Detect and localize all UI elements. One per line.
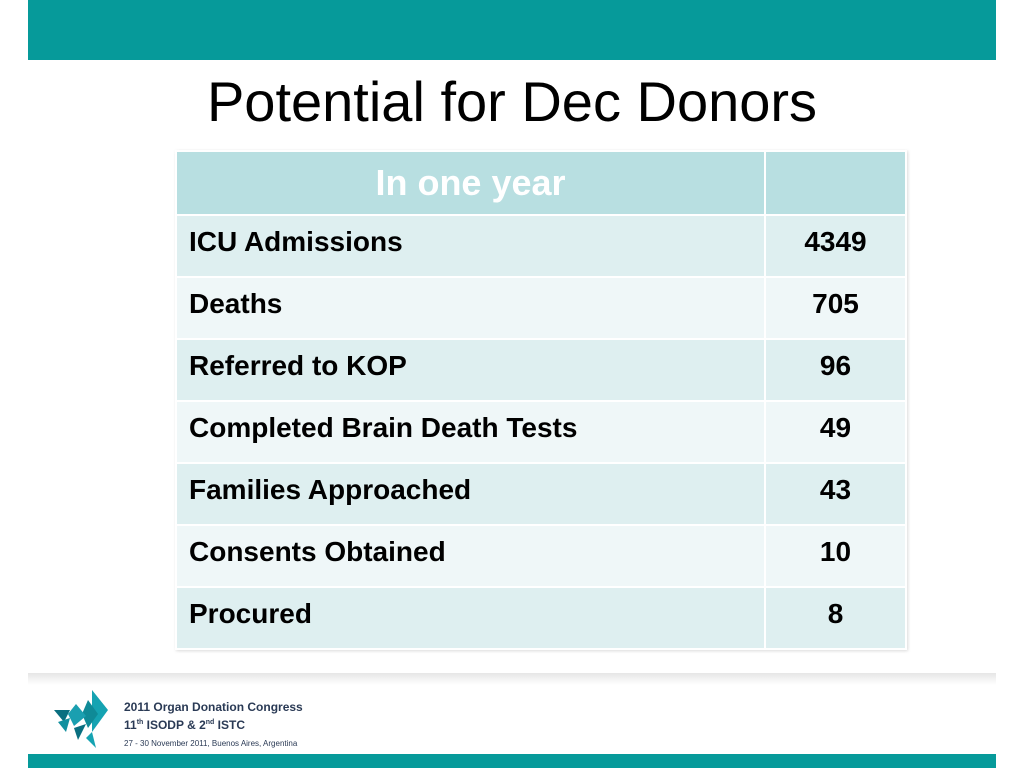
row-value: 8 xyxy=(764,586,907,650)
table-row: Completed Brain Death Tests 49 xyxy=(175,400,907,464)
row-value: 10 xyxy=(764,524,907,588)
row-value: 43 xyxy=(764,462,907,526)
table-row: Consents Obtained 10 xyxy=(175,524,907,588)
row-label: Procured xyxy=(175,586,766,650)
table-row: Families Approached 43 xyxy=(175,462,907,526)
row-value: 49 xyxy=(764,400,907,464)
table-header-value xyxy=(764,150,907,216)
top-band xyxy=(28,0,996,60)
row-label: Completed Brain Death Tests xyxy=(175,400,766,464)
bottom-band xyxy=(28,754,996,768)
table-row: Referred to KOP 96 xyxy=(175,338,907,402)
slide-title: Potential for Dec Donors xyxy=(206,70,818,133)
data-table: In one year ICU Admissions 4349 Deaths 7… xyxy=(175,150,907,650)
row-label: Referred to KOP xyxy=(175,338,766,402)
row-label: Consents Obtained xyxy=(175,524,766,588)
table-header-row: In one year xyxy=(175,150,907,216)
row-value: 96 xyxy=(764,338,907,402)
table-row: ICU Admissions 4349 xyxy=(175,214,907,278)
congress-text: 2011 Organ Donation Congress 11th ISODP … xyxy=(124,700,303,751)
footer-divider xyxy=(28,673,996,685)
row-label: Families Approached xyxy=(175,462,766,526)
table-header: In one year xyxy=(175,150,766,216)
congress-logo-icon xyxy=(54,690,108,748)
table-row: Deaths 705 xyxy=(175,276,907,340)
row-value: 705 xyxy=(764,276,907,340)
congress-title: 2011 Organ Donation Congress xyxy=(124,700,303,714)
row-value: 4349 xyxy=(764,214,907,278)
table-row: Procured 8 xyxy=(175,586,907,650)
congress-date-location: 27 - 30 November 2011, Buenos Aires, Arg… xyxy=(124,739,298,748)
row-label: Deaths xyxy=(175,276,766,340)
row-label: ICU Admissions xyxy=(175,214,766,278)
congress-subtitle: 11th ISODP & 2nd ISTC xyxy=(124,718,245,732)
